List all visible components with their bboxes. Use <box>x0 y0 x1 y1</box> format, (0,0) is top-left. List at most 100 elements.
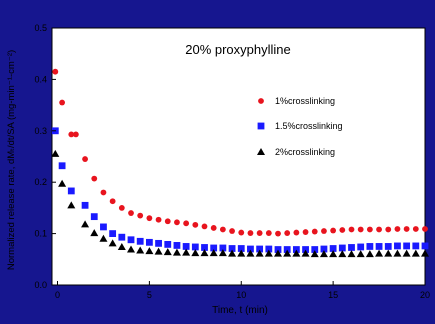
data-point <box>347 250 356 258</box>
data-point <box>403 242 411 250</box>
data-point <box>136 237 144 245</box>
data-point <box>163 248 172 256</box>
data-point <box>394 226 401 232</box>
data-point <box>265 230 272 236</box>
data-point <box>348 226 355 233</box>
data-point <box>320 245 328 253</box>
x-axis-label: Time, t (min) <box>212 305 268 316</box>
data-point <box>366 226 373 233</box>
data-point <box>228 249 237 257</box>
legend-marker <box>257 122 265 130</box>
data-point <box>58 162 66 170</box>
data-point <box>247 230 254 236</box>
data-point <box>283 246 291 253</box>
data-point <box>338 244 346 252</box>
data-point <box>283 249 292 257</box>
data-point <box>238 229 245 236</box>
data-point <box>275 230 281 237</box>
data-point <box>348 244 355 251</box>
data-point <box>411 249 420 257</box>
data-point <box>311 246 319 253</box>
data-point <box>164 218 171 225</box>
data-point <box>145 247 154 255</box>
data-point <box>329 245 337 252</box>
data-point <box>200 249 209 257</box>
data-point <box>210 225 217 231</box>
data-point <box>154 247 163 255</box>
data-point <box>412 226 419 232</box>
data-point <box>100 223 107 231</box>
data-point <box>402 249 411 257</box>
data-point <box>67 201 76 209</box>
data-point <box>59 99 66 106</box>
data-point <box>109 230 117 237</box>
y-tick-label: 0.3 <box>34 126 47 136</box>
data-point <box>182 248 191 256</box>
data-point <box>365 250 374 258</box>
data-point <box>265 245 273 253</box>
data-point <box>118 205 125 211</box>
data-point <box>376 226 382 233</box>
data-point <box>421 242 429 250</box>
y-tick-label: 0.4 <box>34 74 47 84</box>
data-point <box>218 249 227 257</box>
series-3 <box>51 149 429 258</box>
data-point <box>393 249 402 257</box>
data-point <box>356 250 365 258</box>
data-point <box>264 249 273 257</box>
data-point <box>219 226 226 233</box>
data-point <box>284 230 291 236</box>
data-point <box>229 228 235 234</box>
data-point <box>90 213 98 221</box>
legend-label: 2%crosslinking <box>275 147 335 157</box>
data-point <box>357 243 365 251</box>
data-point <box>384 249 393 257</box>
data-point <box>127 245 136 253</box>
chart-title: 20% proxyphylline <box>185 42 291 57</box>
data-point <box>256 245 264 253</box>
x-tick-label: 10 <box>236 290 246 300</box>
data-point <box>339 227 346 233</box>
legend-label: 1.5%crosslinking <box>275 121 343 131</box>
data-point <box>100 189 107 196</box>
data-point <box>255 249 264 257</box>
x-tick-label: 0 <box>55 290 60 300</box>
data-point <box>422 226 428 232</box>
data-point <box>182 243 190 250</box>
data-point <box>228 245 236 252</box>
data-point <box>210 244 218 252</box>
data-point <box>256 230 263 236</box>
data-point <box>67 187 75 195</box>
data-point <box>90 229 99 237</box>
data-point <box>375 249 384 257</box>
data-point <box>385 226 392 233</box>
data-point <box>109 198 116 205</box>
data-point <box>274 246 282 253</box>
data-point <box>68 131 75 138</box>
data-point <box>201 244 208 251</box>
data-point <box>329 250 338 258</box>
data-point <box>108 239 117 247</box>
data-point <box>81 220 90 228</box>
series-1 <box>52 68 428 237</box>
data-point <box>366 243 374 250</box>
data-point <box>72 131 79 138</box>
data-point <box>246 249 255 257</box>
data-point <box>237 249 246 257</box>
data-point <box>146 215 153 222</box>
y-axis-label: Normalized release rate, dMₜ/dt/SA (mg-m… <box>6 50 17 270</box>
data-point <box>136 246 145 254</box>
data-point <box>311 228 318 235</box>
data-point <box>174 219 180 226</box>
data-point <box>338 250 347 258</box>
data-point <box>394 242 401 250</box>
data-point <box>58 179 67 187</box>
data-point <box>375 243 383 250</box>
data-point <box>201 223 208 230</box>
data-point <box>82 156 88 162</box>
data-point <box>412 242 420 250</box>
data-point <box>302 246 309 253</box>
data-point <box>164 240 172 248</box>
data-point <box>321 228 327 234</box>
